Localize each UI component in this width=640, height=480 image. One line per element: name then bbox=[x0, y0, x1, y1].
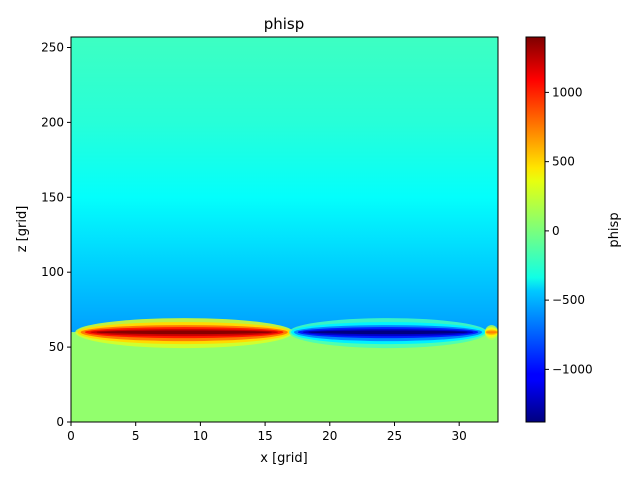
x-axis-label: x [grid] bbox=[260, 451, 307, 466]
y-tick-label-0: 0 bbox=[56, 415, 64, 429]
lobe-2 bbox=[289, 318, 488, 349]
x-tick-label-20: 20 bbox=[322, 429, 337, 443]
y-tick-label-200: 200 bbox=[41, 115, 64, 129]
field-above-surface bbox=[71, 37, 498, 333]
x-tick-label-25: 25 bbox=[387, 429, 402, 443]
colorbar-tick-label-0: 0 bbox=[552, 224, 560, 238]
colorbar bbox=[525, 36, 546, 423]
colorbar-tick-label--1000: −1000 bbox=[552, 362, 593, 376]
y-tick-label-250: 250 bbox=[41, 40, 64, 54]
x-tick-label-5: 5 bbox=[132, 429, 140, 443]
lobe-2-band-6 bbox=[308, 330, 468, 335]
colorbar-tick-label--500: −500 bbox=[552, 293, 585, 307]
x-tick-label-15: 15 bbox=[257, 429, 272, 443]
chart-title: phisp bbox=[264, 15, 305, 33]
colorbar-ticks: −1000 −500 0 500 1000 bbox=[545, 85, 593, 376]
plot-frame bbox=[70, 36, 499, 423]
x-tick-label-0: 0 bbox=[67, 429, 75, 443]
y-axis-ticks: 0 50 100 150 200 250 bbox=[41, 40, 71, 429]
y-axis-label: z [grid] bbox=[15, 206, 30, 253]
field-below-surface bbox=[71, 332, 498, 422]
colorbar-label: phisp bbox=[607, 212, 622, 247]
lobe-3 bbox=[484, 325, 499, 341]
lobe-1-band-6 bbox=[96, 330, 272, 335]
colorbar-tick-label-500: 500 bbox=[552, 155, 575, 169]
x-tick-label-30: 30 bbox=[452, 429, 467, 443]
heatmap-plot-area bbox=[71, 37, 499, 422]
lobe-3-band-6 bbox=[486, 331, 497, 334]
x-axis-ticks: 0 5 10 15 20 25 30 bbox=[67, 422, 467, 443]
y-tick-label-100: 100 bbox=[41, 265, 64, 279]
lobe-1 bbox=[75, 318, 294, 349]
y-tick-label-150: 150 bbox=[41, 190, 64, 204]
x-tick-label-10: 10 bbox=[193, 429, 208, 443]
y-tick-label-50: 50 bbox=[49, 340, 64, 354]
colorbar-tick-label-1000: 1000 bbox=[552, 85, 583, 99]
